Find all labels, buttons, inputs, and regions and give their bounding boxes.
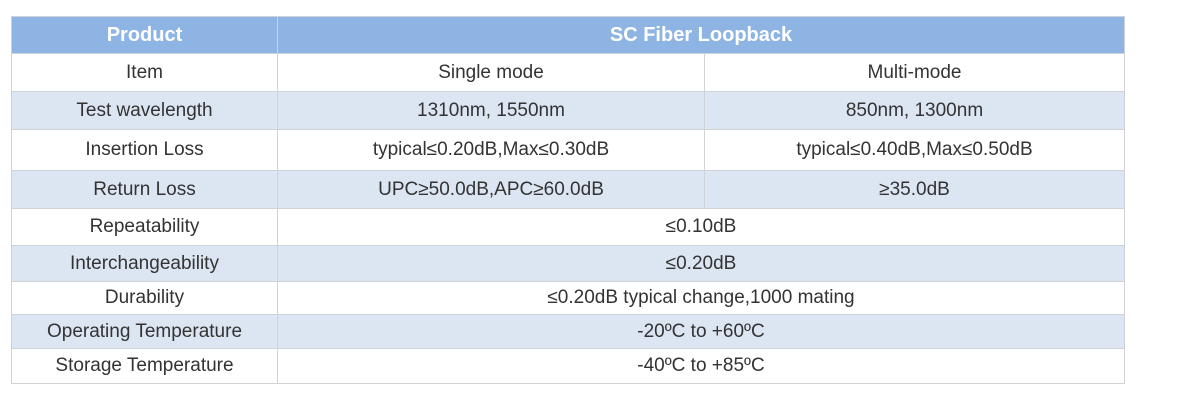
cell: ≤0.10dB	[277, 208, 1125, 246]
cell: -40ºC to +85ºC	[277, 348, 1125, 384]
row-label: Item	[11, 53, 278, 92]
header-row: Product SC Fiber Loopback	[11, 16, 1125, 54]
row-label: Return Loss	[11, 170, 278, 209]
cell: 850nm, 1300nm	[704, 91, 1125, 130]
table-body: Item Single mode Multi-mode Test wavelength…	[11, 53, 1125, 384]
row-label: Test wavelength	[11, 91, 278, 130]
cell: ≤0.20dB typical change,1000 mating	[277, 281, 1125, 315]
row-label: Durability	[11, 281, 278, 315]
spec-table: Product SC Fiber Loopback Item Single mod…	[11, 16, 1125, 384]
table-row: Repeatability ≤0.10dB	[11, 208, 1125, 246]
table-row: Interchangeability ≤0.20dB	[11, 245, 1125, 282]
table-row: Insertion Loss typical≤0.20dB,Max≤0.30dB t…	[11, 129, 1125, 171]
table-row: Operating Temperature -20ºC to +60ºC	[11, 314, 1125, 349]
cell: ≤0.20dB	[277, 245, 1125, 282]
row-label: Insertion Loss	[11, 129, 278, 171]
table-row: Item Single mode Multi-mode	[11, 53, 1125, 92]
table-row: Return Loss UPC≥50.0dB,APC≥60.0dB ≥35.0dB	[11, 170, 1125, 209]
row-label: Operating Temperature	[11, 314, 278, 349]
cell: Single mode	[277, 53, 705, 92]
cell: -20ºC to +60ºC	[277, 314, 1125, 349]
cell: ≥35.0dB	[704, 170, 1125, 209]
header-cell: SC Fiber Loopback	[277, 16, 1125, 54]
row-label: Storage Temperature	[11, 348, 278, 384]
cell: typical≤0.40dB,Max≤0.50dB	[704, 129, 1125, 171]
table-row: Test wavelength 1310nm, 1550nm 850nm, 1300…	[11, 91, 1125, 130]
cell: typical≤0.20dB,Max≤0.30dB	[277, 129, 705, 171]
cell: 1310nm, 1550nm	[277, 91, 705, 130]
row-label: Interchangeability	[11, 245, 278, 282]
header-cell: Product	[11, 16, 278, 54]
table-row: Storage Temperature -40ºC to +85ºC	[11, 348, 1125, 384]
cell: UPC≥50.0dB,APC≥60.0dB	[277, 170, 705, 209]
row-label: Repeatability	[11, 208, 278, 246]
cell: Multi-mode	[704, 53, 1125, 92]
table-row: Durability ≤0.20dB typical change,1000 ma…	[11, 281, 1125, 315]
